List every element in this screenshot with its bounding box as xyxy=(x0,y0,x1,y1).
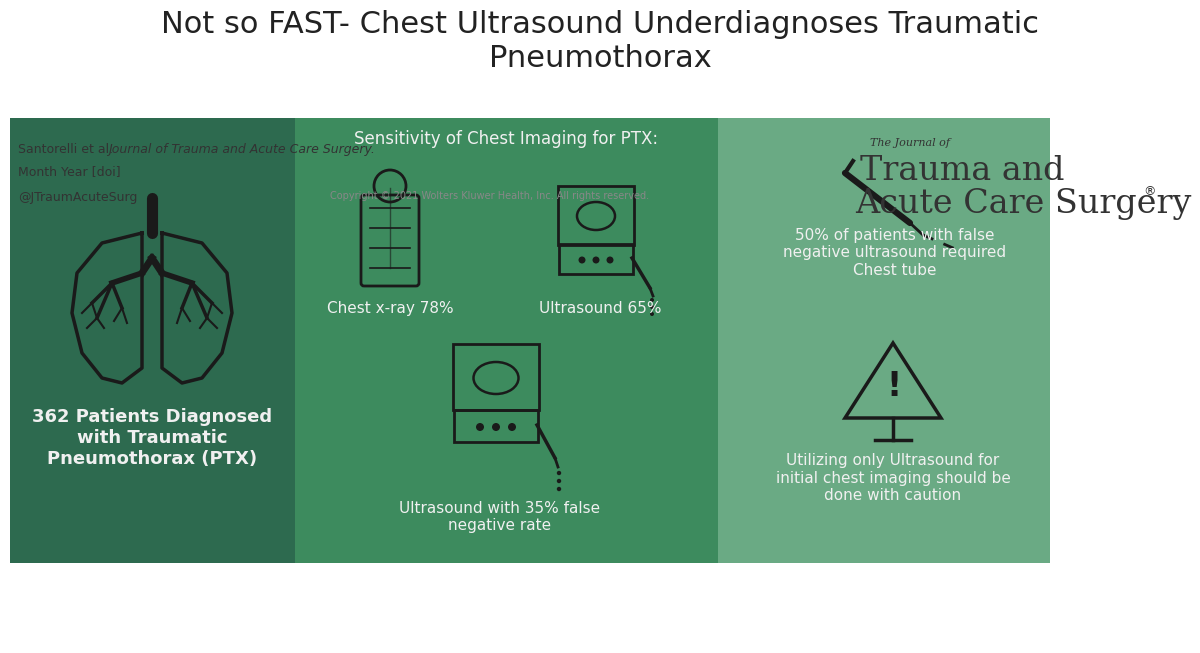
Circle shape xyxy=(650,298,654,302)
Circle shape xyxy=(476,423,484,431)
Text: Month Year [doi]: Month Year [doi] xyxy=(18,165,121,178)
Bar xyxy=(295,118,718,563)
Circle shape xyxy=(492,423,500,431)
Text: Acute Care Surgery: Acute Care Surgery xyxy=(854,188,1192,220)
Circle shape xyxy=(557,486,562,491)
Text: !: ! xyxy=(887,370,901,402)
Text: Not so FAST- Chest Ultrasound Underdiagnoses Traumatic
Pneumothorax: Not so FAST- Chest Ultrasound Underdiagn… xyxy=(161,10,1039,72)
Circle shape xyxy=(650,305,654,309)
Bar xyxy=(10,118,295,563)
Text: ®: ® xyxy=(1142,185,1156,198)
Text: Journal of Trauma and Acute Care Surgery.: Journal of Trauma and Acute Care Surgery… xyxy=(108,143,374,156)
Bar xyxy=(718,118,1050,563)
Circle shape xyxy=(557,471,562,475)
Text: The Journal of: The Journal of xyxy=(870,138,950,148)
Text: 50% of patients with false
negative ultrasound required
Chest tube: 50% of patients with false negative ultr… xyxy=(784,228,1007,278)
Circle shape xyxy=(557,479,562,483)
Circle shape xyxy=(650,312,654,316)
Text: Sensitivity of Chest Imaging for PTX:: Sensitivity of Chest Imaging for PTX: xyxy=(354,130,658,148)
Text: Chest x-ray 78%: Chest x-ray 78% xyxy=(326,301,454,316)
Circle shape xyxy=(593,257,600,264)
Text: 362 Patients Diagnosed
with Traumatic
Pneumothorax (PTX): 362 Patients Diagnosed with Traumatic Pn… xyxy=(32,408,272,468)
Text: Santorelli et al.: Santorelli et al. xyxy=(18,143,118,156)
Text: Copyright © 2021 Wolters Kluwer Health, Inc. All rights reserved.: Copyright © 2021 Wolters Kluwer Health, … xyxy=(330,191,649,201)
Circle shape xyxy=(578,257,586,264)
Text: Trauma and: Trauma and xyxy=(860,155,1064,187)
Text: Utilizing only Ultrasound for
initial chest imaging should be
done with caution: Utilizing only Ultrasound for initial ch… xyxy=(775,453,1010,503)
Circle shape xyxy=(508,423,516,431)
Text: Ultrasound with 35% false
negative rate: Ultrasound with 35% false negative rate xyxy=(400,501,600,534)
Text: @JTraumAcuteSurg: @JTraumAcuteSurg xyxy=(18,191,137,204)
Circle shape xyxy=(606,257,613,264)
Text: Ultrasound 65%: Ultrasound 65% xyxy=(539,301,661,316)
